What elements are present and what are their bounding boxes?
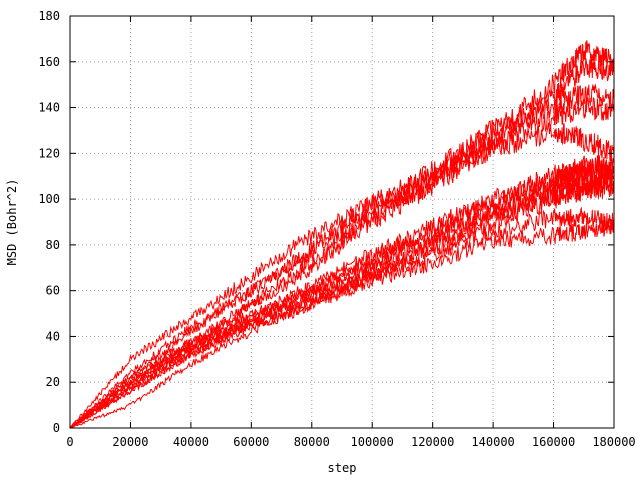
y-tick-label: 140 xyxy=(38,101,60,115)
x-tick-label: 180000 xyxy=(592,435,635,449)
y-tick-label: 0 xyxy=(53,421,60,435)
y-axis-title: MSD (Bohr^2) xyxy=(5,179,19,266)
y-tick-label: 180 xyxy=(38,9,60,23)
y-tick-label: 80 xyxy=(46,238,60,252)
plot-frame xyxy=(69,15,615,429)
msd-series-line xyxy=(69,219,615,429)
y-tick-label: 160 xyxy=(38,55,60,69)
y-tick-label: 20 xyxy=(46,375,60,389)
msd-series-line xyxy=(69,172,615,429)
x-tick-label: 20000 xyxy=(112,435,148,449)
x-tick-labels: 0 20000 40000 60000 80000 100000 120000 140000 1… xyxy=(66,435,635,449)
msd-series-line xyxy=(69,97,615,429)
x-tick-label: 80000 xyxy=(294,435,330,449)
x-tick-label: 140000 xyxy=(471,435,514,449)
y-tick-label: 60 xyxy=(46,284,60,298)
msd-series-line xyxy=(69,83,615,428)
axis-ticks xyxy=(69,15,615,429)
x-tick-label: 40000 xyxy=(173,435,209,449)
y-tick-labels: 0 20 40 60 80 100 120 140 160 180 xyxy=(38,9,60,435)
x-tick-label: 160000 xyxy=(532,435,575,449)
x-tick-label: 120000 xyxy=(411,435,454,449)
msd-series-line xyxy=(69,153,615,429)
x-tick-label: 60000 xyxy=(233,435,269,449)
x-tick-label: 100000 xyxy=(351,435,394,449)
x-axis-title: step xyxy=(328,461,357,475)
x-tick-label: 0 xyxy=(66,435,73,449)
series-group xyxy=(69,40,615,429)
y-tick-label: 100 xyxy=(38,192,60,206)
msd-series-line xyxy=(70,178,615,429)
msd-series-line xyxy=(69,122,615,428)
y-tick-label: 120 xyxy=(38,146,60,160)
y-tick-label: 40 xyxy=(46,329,60,343)
